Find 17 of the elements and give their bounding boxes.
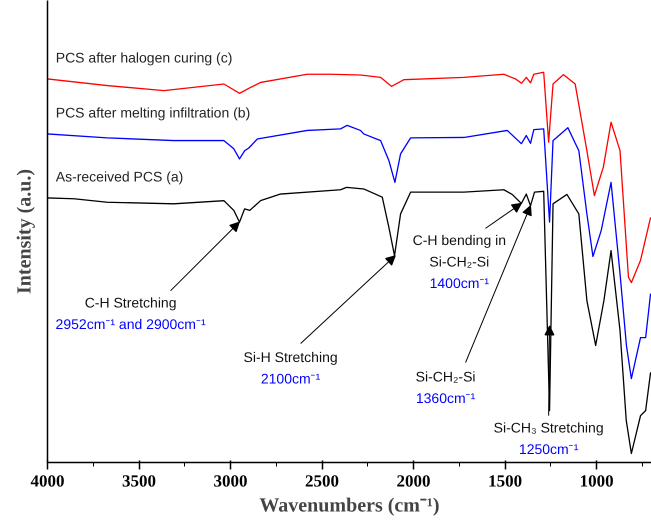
annotation: Si-CH₂-Si 1360cm⁻¹ bbox=[416, 368, 476, 406]
series-label: PCS after halogen curing (c) bbox=[56, 49, 232, 66]
y-axis-title: Intensity (a.u.) bbox=[14, 168, 36, 294]
x-axis-title: Wavenumbers (cm⁻¹) bbox=[259, 494, 440, 516]
series-label: As-received PCS (a) bbox=[56, 168, 184, 184]
x-tick-label: 2000 bbox=[396, 472, 431, 490]
x-tick-label: 3000 bbox=[214, 472, 248, 490]
x-tick-label: 4000 bbox=[30, 472, 64, 490]
x-tick-label: 1500 bbox=[488, 472, 522, 490]
series-label: PCS after melting infiltration (b) bbox=[56, 104, 250, 120]
annotation: C-H Stretching 2952cm⁻¹ and 2900cm⁻¹ bbox=[56, 294, 206, 332]
x-tick-label: 2500 bbox=[305, 472, 340, 490]
annotation: Si-H Stretching 2100cm⁻¹ bbox=[243, 349, 338, 387]
annotation: Si-CH₃ Stretching 1250cm⁻¹ bbox=[494, 419, 604, 457]
x-tick-label: 1000 bbox=[580, 472, 614, 490]
x-tick-label: 3500 bbox=[122, 472, 156, 490]
annotation: C-H bending in Si-CH₂-Si 1400cm⁻¹ bbox=[412, 232, 506, 292]
